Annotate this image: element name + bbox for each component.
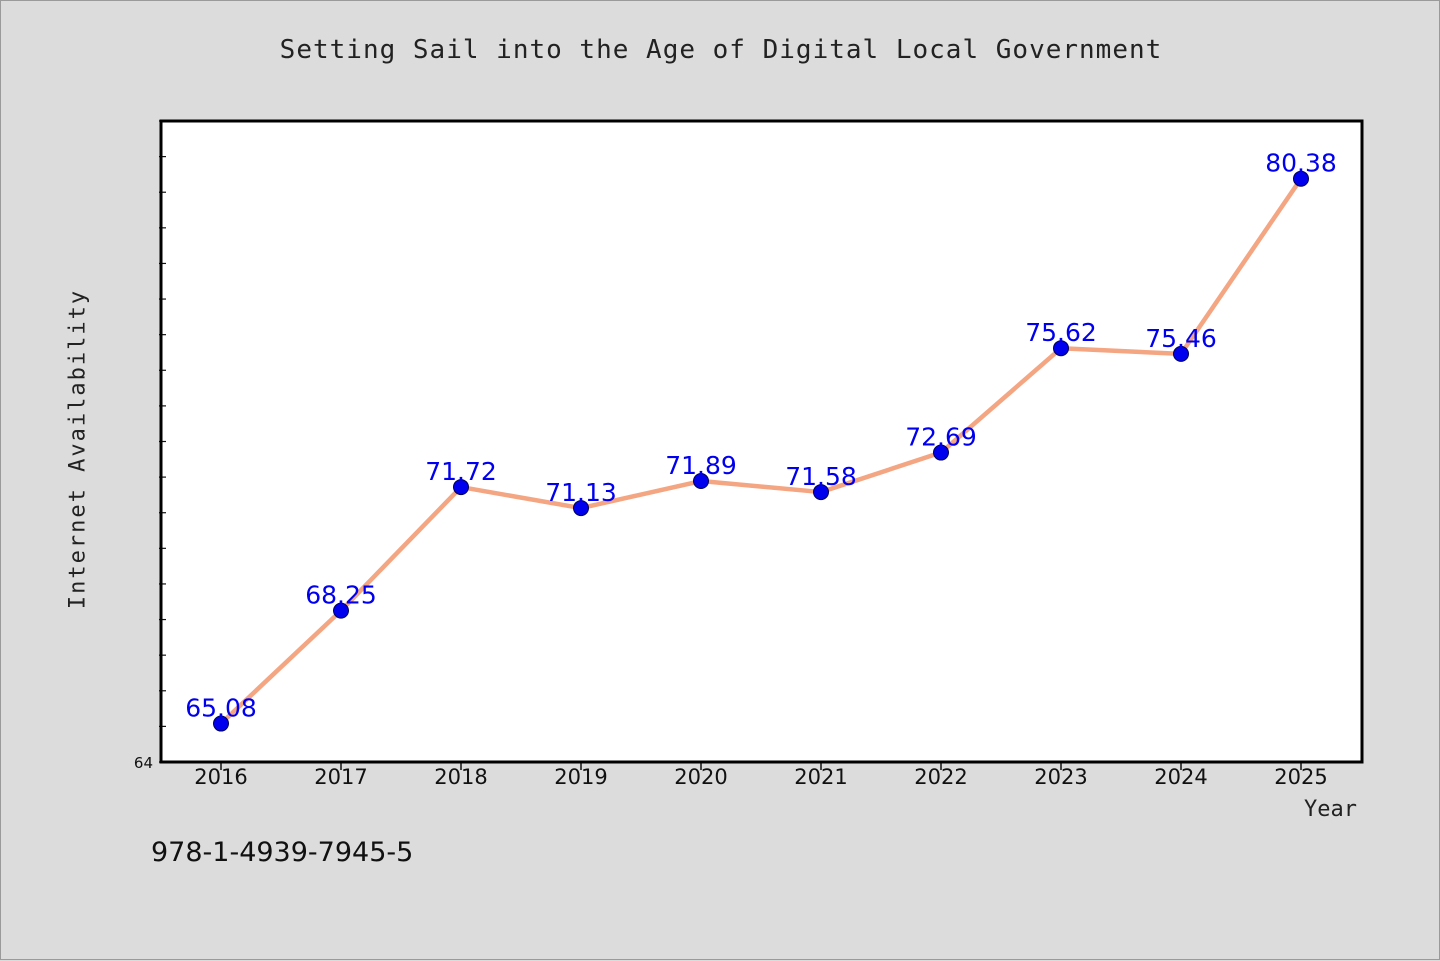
plot-area [161, 121, 1362, 762]
x-tick-label: 2022 [914, 765, 967, 789]
x-tick-label: 2021 [794, 765, 847, 789]
data-point [453, 479, 469, 496]
chart-title: Setting Sail into the Age of Digital Loc… [279, 35, 1163, 65]
data-label: 65.08 [185, 694, 257, 723]
data-label: 75.46 [1145, 324, 1217, 353]
data-label: 68.25 [305, 581, 377, 610]
x-tick-label: 2017 [314, 765, 367, 789]
x-axis-label: Year [1304, 797, 1357, 822]
isbn-footnote: 978-1-4939-7945-5 [151, 837, 414, 868]
data-point [333, 602, 349, 619]
series-line [219, 177, 1303, 726]
data-label: 75.62 [1025, 318, 1097, 347]
data-label: 80.38 [1265, 149, 1337, 178]
data-label: 71.89 [665, 451, 737, 480]
data-point [933, 444, 949, 461]
x-tick-label: 2018 [434, 765, 487, 789]
data-label: 71.72 [425, 457, 497, 486]
data-label: 71.13 [545, 478, 617, 507]
x-tick-label: 2023 [1034, 765, 1087, 789]
data-point [213, 715, 229, 732]
x-tick-label: 2025 [1274, 765, 1327, 789]
plot-frame [159, 119, 1364, 764]
data-point [693, 473, 709, 490]
data-point [573, 500, 589, 517]
x-tick-label: 2016 [194, 765, 247, 789]
data-point [1053, 340, 1069, 357]
data-point [1293, 170, 1309, 187]
data-point [813, 484, 829, 501]
x-tick-label: 2019 [554, 765, 607, 789]
data-point [1173, 345, 1189, 362]
x-tick-label: 2020 [674, 765, 727, 789]
x-tick-label: 2024 [1154, 765, 1207, 789]
y-tick-label: 64 [134, 754, 153, 772]
data-label: 71.58 [785, 462, 857, 491]
data-label: 72.69 [905, 423, 977, 452]
